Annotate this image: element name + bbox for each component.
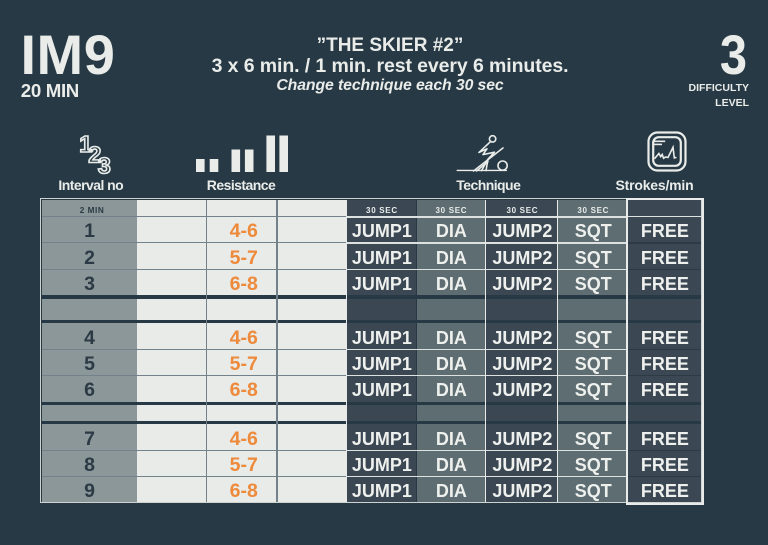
svg-text:1: 1 bbox=[79, 131, 92, 157]
svg-text:3: 3 bbox=[97, 153, 110, 179]
svg-text:2: 2 bbox=[88, 141, 101, 167]
